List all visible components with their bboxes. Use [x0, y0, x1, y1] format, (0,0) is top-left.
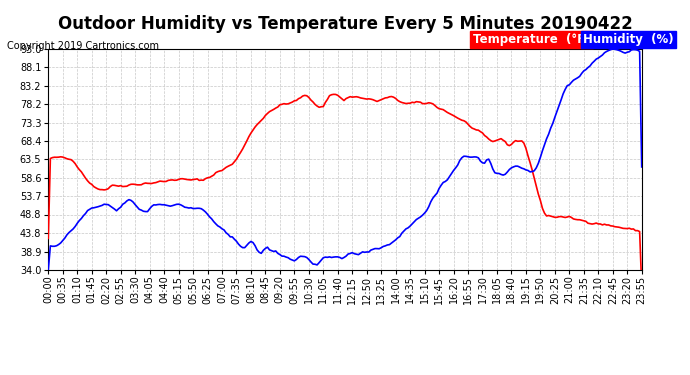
Text: Outdoor Humidity vs Temperature Every 5 Minutes 20190422: Outdoor Humidity vs Temperature Every 5 …: [58, 15, 632, 33]
Text: Temperature  (°F): Temperature (°F): [473, 33, 590, 46]
Text: Copyright 2019 Cartronics.com: Copyright 2019 Cartronics.com: [7, 41, 159, 51]
Text: Humidity  (%): Humidity (%): [583, 33, 673, 46]
